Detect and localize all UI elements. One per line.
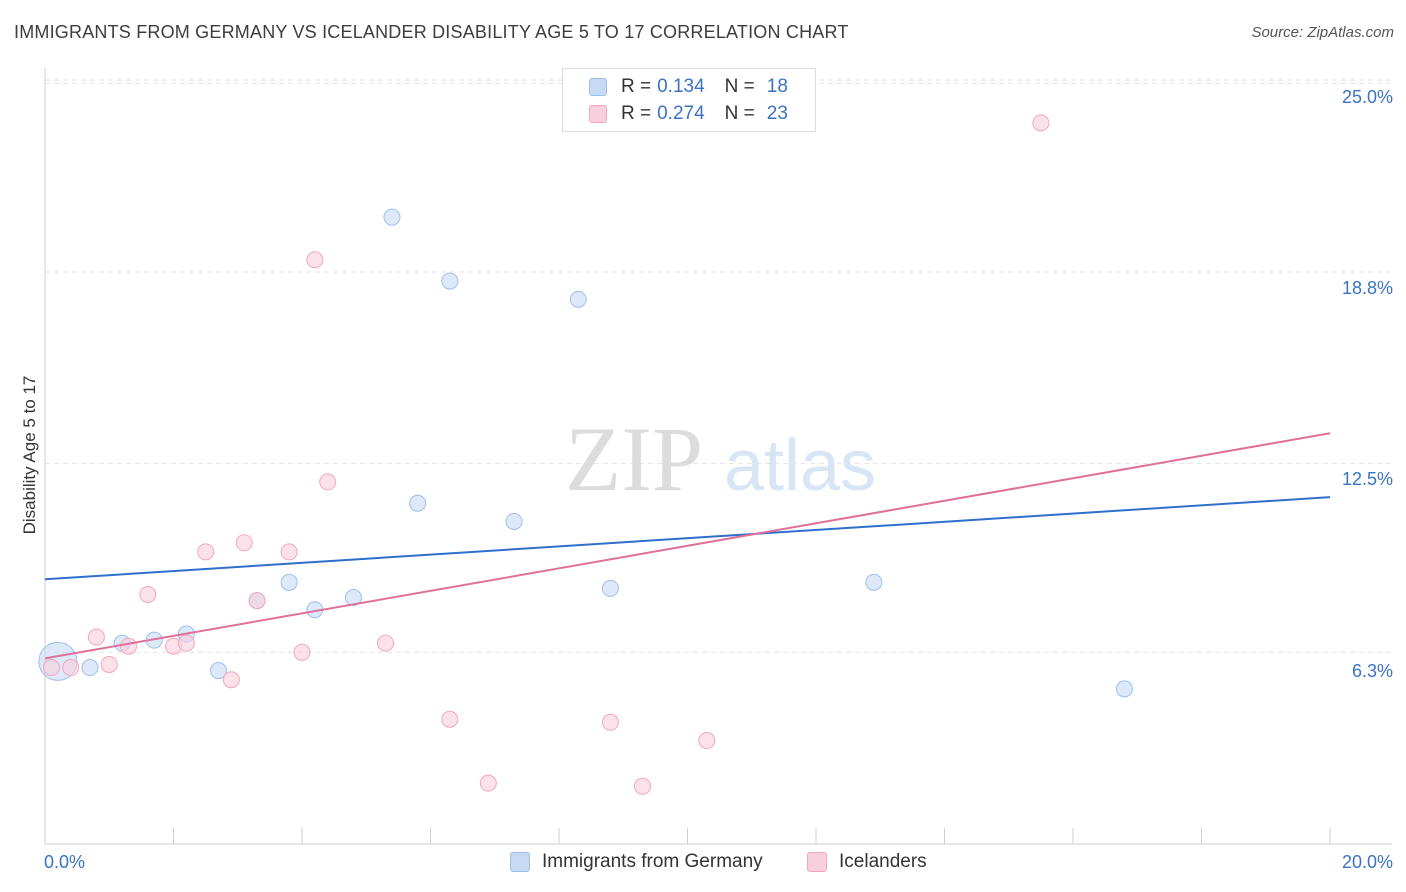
germany-point [81,659,99,677]
legend-row-icelanders: R = 0.274 N = 23 [589,101,788,127]
legend-r-label: R = [621,103,652,124]
icelander-point [62,659,80,677]
series-label-germany: Immigrants from Germany [542,851,763,872]
icelander-trend-line [44,432,1331,660]
icelander-point [634,777,652,795]
germany-point [280,573,298,591]
germany-point [441,272,459,290]
legend-n-label: N = [724,76,755,97]
icelander-point [280,543,298,561]
y-tick-label: 25.0% [1341,87,1393,107]
legend-r-value: 0.134 [657,76,705,97]
y-tick-label: 12.5% [1341,469,1393,489]
icelander-point [248,592,266,610]
legend-row-germany: R = 0.134 N = 18 [589,74,788,100]
legend-n-value: 18 [766,76,788,97]
icelander-point [177,634,195,652]
icelander-point [319,473,337,491]
icelander-point [306,251,324,269]
chart-title: IMMIGRANTS FROM GERMANY VS ICELANDER DIS… [14,22,849,42]
y-tick-label: 18.8% [1341,278,1393,298]
x-tick-label-max: 20.0% [1341,852,1393,872]
germany-point [209,662,227,680]
icelander-point [139,585,157,603]
icelander-point [197,543,215,561]
icelander-point [120,637,138,655]
series-legend: Immigrants from Germany Icelanders [0,851,1406,877]
series-label-icelanders: Icelanders [839,851,927,872]
icelander-point [377,634,395,652]
icelander-point [441,710,459,728]
icelander-point [222,671,240,689]
legend-r-value: 0.274 [657,103,705,124]
legend-swatch-icelanders [589,105,607,123]
icelander-point [601,713,619,731]
y-tick-label: 6.3% [1351,661,1393,681]
icelander-point [479,774,497,792]
icelander-point [100,655,118,673]
germany-trend-line [44,496,1331,581]
watermark-zip: ZIP [565,408,703,510]
watermark-atlas: atlas [724,426,876,506]
legend-r-label: R = [621,76,652,97]
legend-swatch-germany [589,78,607,96]
germany-point [1115,680,1133,698]
germany-point [601,579,619,597]
x-tick-label-min: 0.0% [44,852,86,872]
icelander-point [1032,114,1050,132]
series-legend-germany[interactable]: Immigrants from Germany [510,851,763,873]
germany-point [383,208,401,226]
series-swatch-icelanders [807,852,827,872]
icelander-point [235,534,253,552]
correlation-legend: R = 0.134 N = 18 R = 0.274 N = 23 [562,68,816,132]
germany-point [865,573,883,591]
chart-source: Source: ZipAtlas.com [1251,24,1394,41]
legend-n-label: N = [724,103,755,124]
icelander-point [698,732,716,750]
series-legend-icelanders[interactable]: Icelanders [807,851,927,873]
icelander-point [293,643,311,661]
legend-n-value: 23 [766,103,788,124]
icelander-point [87,628,105,646]
germany-point [505,512,523,530]
germany-point [569,290,587,308]
icelander-point [42,659,60,677]
germany-point [409,494,427,512]
germany-point [344,589,362,607]
series-swatch-germany [510,852,530,872]
